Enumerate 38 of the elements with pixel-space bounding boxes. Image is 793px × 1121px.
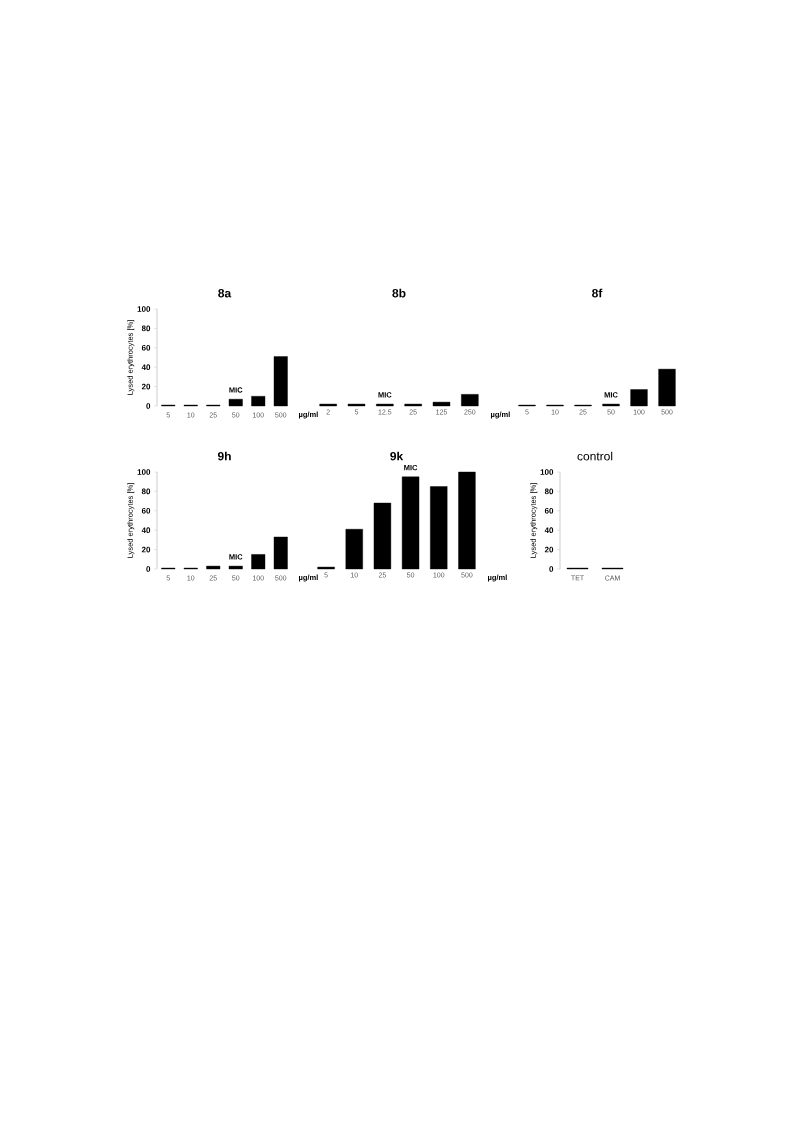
y-tick-label: 80	[544, 488, 554, 495]
chart-title: 9h	[217, 451, 231, 461]
y-tick-label: 80	[141, 325, 151, 332]
y-tick-label: 20	[141, 383, 151, 390]
bar	[345, 529, 363, 570]
chart-title: 8a	[218, 288, 232, 298]
y-tick-label: 60	[141, 344, 151, 351]
y-tick-label: 40	[141, 527, 151, 534]
y-tick-label: 60	[544, 507, 554, 514]
y-tick-label: 20	[544, 546, 554, 553]
y-tick-label: 100	[137, 306, 151, 312]
bar	[430, 486, 448, 570]
chart-title: 8f	[592, 288, 603, 298]
y-tick-label: 0	[146, 403, 151, 409]
y-tick-label: 40	[141, 364, 151, 371]
bar	[228, 565, 243, 570]
bar	[228, 399, 243, 407]
y-tick-label: 100	[540, 469, 554, 475]
bar	[630, 389, 648, 407]
bar	[373, 502, 392, 570]
chart-title: 8b	[392, 288, 406, 298]
bar	[251, 554, 266, 570]
bar	[273, 536, 288, 570]
y-tick-label: 80	[141, 488, 151, 495]
y-tick-label: 0	[146, 566, 151, 572]
bar	[458, 471, 476, 570]
bar	[273, 356, 288, 407]
bar	[401, 476, 420, 570]
chart-title: control	[577, 451, 613, 461]
y-tick-label: 40	[544, 527, 554, 534]
y-tick-label: 100	[137, 469, 151, 475]
y-tick-label: 0	[549, 566, 554, 572]
bar	[251, 396, 266, 407]
y-tick-label: 20	[141, 546, 151, 553]
chart-title: 9k	[390, 451, 404, 461]
bar	[658, 368, 676, 407]
y-tick-label: 60	[141, 507, 151, 514]
bar	[206, 565, 221, 570]
